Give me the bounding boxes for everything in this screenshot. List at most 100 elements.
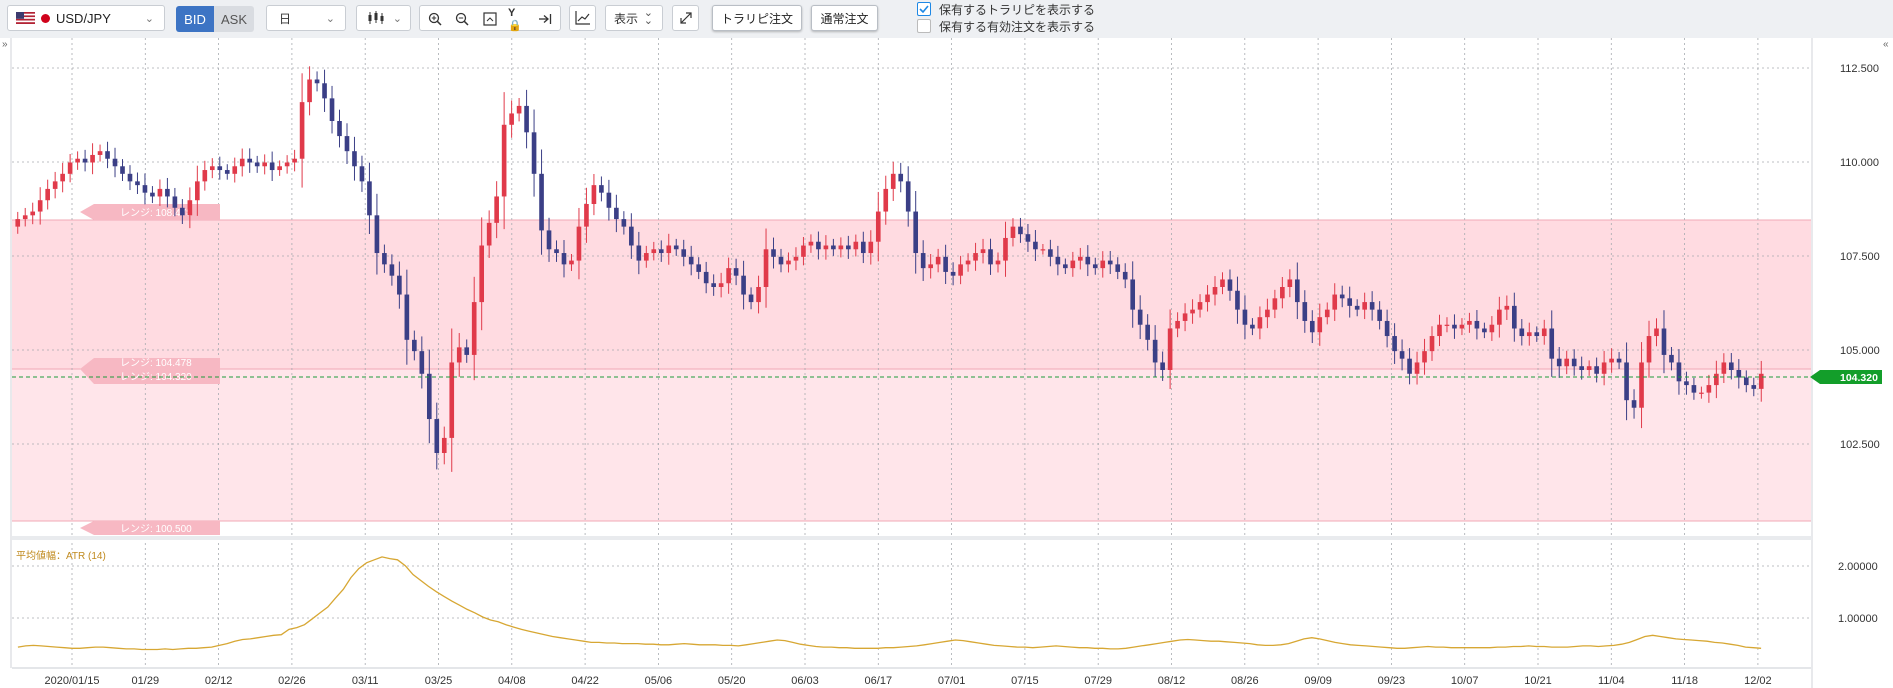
period-select[interactable]: 日 ⌄ bbox=[266, 5, 346, 31]
candle-body bbox=[224, 170, 230, 174]
candle-body bbox=[322, 83, 327, 99]
show-orders-checkbox[interactable] bbox=[917, 19, 931, 33]
candle-body bbox=[1220, 279, 1225, 287]
candle-body bbox=[726, 268, 731, 284]
candle-body bbox=[352, 151, 357, 167]
candle bbox=[1706, 374, 1712, 403]
candle bbox=[599, 176, 604, 202]
date-tick-label: 07/29 bbox=[1084, 675, 1112, 687]
candle bbox=[30, 202, 36, 225]
candle bbox=[905, 166, 911, 227]
candle bbox=[823, 235, 829, 260]
ask-button[interactable]: ASK bbox=[214, 6, 254, 32]
normal-order-button[interactable]: 通常注文 bbox=[811, 5, 878, 31]
candle bbox=[494, 181, 499, 239]
price-lock-icon[interactable]: Y🔒 bbox=[508, 6, 522, 32]
show-orders-row[interactable]: 保有する有効注文を表示する bbox=[917, 18, 1095, 34]
show-positions-checkbox[interactable] bbox=[917, 2, 931, 16]
candle bbox=[673, 238, 679, 256]
fullscreen-button[interactable] bbox=[672, 5, 699, 31]
candle bbox=[643, 245, 649, 268]
scroll-to-latest-icon[interactable] bbox=[536, 10, 554, 28]
candle bbox=[561, 240, 567, 278]
candle-body bbox=[1332, 294, 1338, 310]
candle bbox=[247, 148, 253, 173]
candle-body bbox=[584, 204, 589, 227]
candle bbox=[187, 187, 193, 229]
candle-body bbox=[1669, 354, 1674, 363]
collapse-right-icon[interactable]: « bbox=[1883, 39, 1889, 50]
candle-body bbox=[209, 166, 215, 171]
current-price-label: 104.320 bbox=[1840, 372, 1878, 384]
candle bbox=[860, 231, 866, 264]
show-positions-row[interactable]: 保有するトラリピを表示する bbox=[917, 1, 1095, 17]
candle-body bbox=[846, 245, 851, 250]
candle-body bbox=[1197, 302, 1203, 310]
us-flag-icon bbox=[16, 12, 35, 24]
chart-type-select[interactable]: ⌄ bbox=[356, 5, 411, 31]
candle bbox=[801, 237, 806, 266]
candle-body bbox=[187, 200, 193, 216]
date-axis: 2020/01/15 01/29 02/12 02/26 03/11 03/25 04/08… bbox=[44, 675, 1771, 687]
zoom-in-icon[interactable] bbox=[426, 10, 444, 28]
candle-body bbox=[434, 419, 440, 453]
candle bbox=[666, 233, 672, 265]
candle bbox=[958, 255, 963, 285]
symbol-select[interactable]: USD/JPY ⌄ bbox=[7, 5, 165, 31]
candle-body bbox=[441, 437, 447, 453]
candle bbox=[1242, 295, 1248, 340]
indicator-button[interactable] bbox=[569, 5, 596, 31]
candle-body bbox=[471, 302, 477, 355]
display-select[interactable]: 表示 ⌄ ⌄ bbox=[605, 5, 663, 31]
candle bbox=[1332, 283, 1338, 321]
candle-body bbox=[1459, 324, 1465, 329]
candle bbox=[1661, 310, 1667, 374]
candle bbox=[614, 194, 619, 233]
candle bbox=[584, 187, 589, 243]
candle-body bbox=[1624, 362, 1629, 401]
candle-body bbox=[1399, 351, 1405, 359]
trailing-order-button[interactable]: トラリピ注文 bbox=[712, 5, 802, 31]
bid-button[interactable]: BID bbox=[176, 6, 214, 32]
price-tick: 107.500 bbox=[1840, 251, 1880, 263]
candle-body bbox=[831, 245, 836, 250]
candle bbox=[441, 426, 447, 465]
candle bbox=[808, 234, 814, 253]
date-tick-label: 11/18 bbox=[1671, 675, 1698, 687]
candle bbox=[1474, 310, 1480, 340]
candle-body bbox=[1534, 332, 1540, 337]
candle bbox=[1751, 377, 1757, 397]
candle-body bbox=[905, 181, 911, 212]
candle-body bbox=[531, 132, 537, 174]
date-tick-label: 02/12 bbox=[205, 675, 233, 687]
candle-body bbox=[112, 158, 118, 167]
candle-body bbox=[90, 154, 95, 163]
candle-body bbox=[1467, 320, 1472, 325]
candle-body bbox=[875, 211, 881, 242]
double-chevron-down-icon: ⌄ ⌄ bbox=[643, 7, 653, 27]
expand-icon bbox=[679, 12, 692, 24]
zoom-out-icon[interactable] bbox=[453, 10, 471, 28]
candle-body bbox=[1137, 309, 1143, 325]
candle-body bbox=[150, 192, 155, 197]
candle bbox=[658, 240, 664, 262]
candle bbox=[404, 269, 410, 365]
price-chart[interactable]: レンジ: 108.478 レンジ: 104.478 レンジ: 104.320 レ… bbox=[0, 38, 1893, 688]
candle-body bbox=[142, 185, 148, 193]
candle-body bbox=[1063, 264, 1068, 269]
collapse-left-icon[interactable]: » bbox=[2, 39, 8, 50]
candle-body bbox=[195, 181, 200, 201]
candle bbox=[1354, 299, 1360, 317]
candle-body bbox=[419, 351, 425, 374]
candle-body bbox=[1541, 328, 1547, 337]
candle-body bbox=[1407, 358, 1412, 374]
candle-body bbox=[703, 271, 709, 284]
candle-body bbox=[1586, 366, 1592, 370]
candle bbox=[1227, 269, 1233, 301]
zoom-fit-icon[interactable] bbox=[481, 10, 499, 28]
candle bbox=[1115, 257, 1121, 280]
candle-body bbox=[771, 249, 776, 257]
candle-body bbox=[1354, 305, 1360, 310]
candle-body bbox=[67, 162, 73, 174]
candle bbox=[516, 97, 522, 122]
